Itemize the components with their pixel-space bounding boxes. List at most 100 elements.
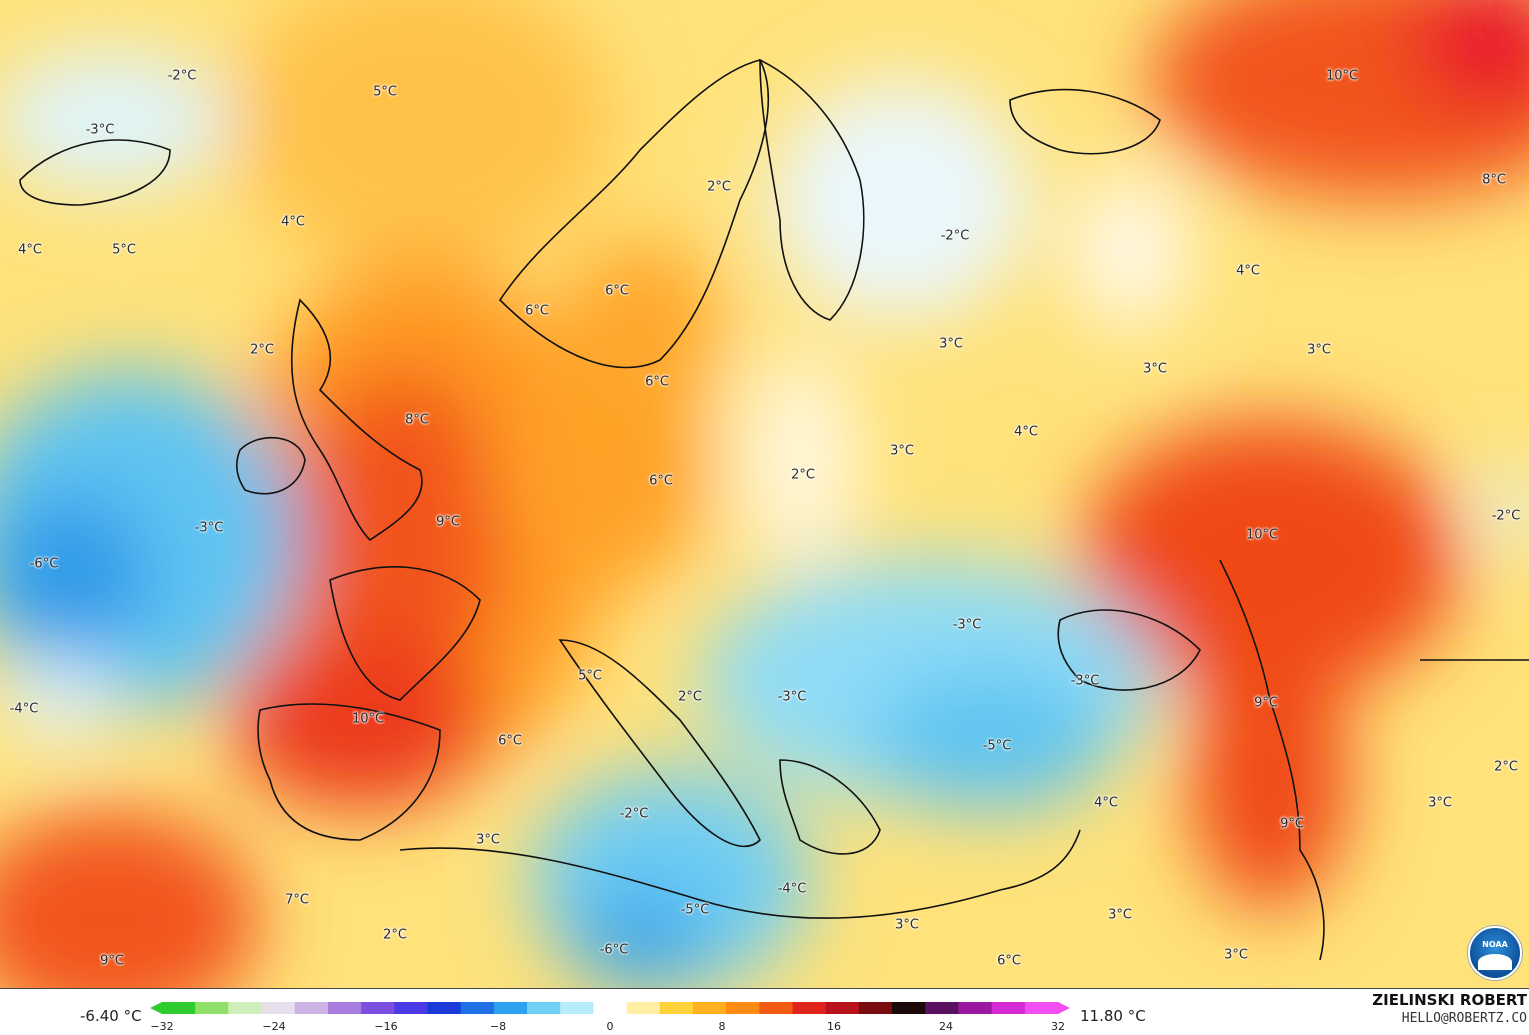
colorbar-segment [294,1002,329,1014]
colorbar-segment [925,1002,959,1014]
anomaly-label: 9°C [436,514,460,530]
anomaly-label: -2°C [619,806,649,822]
author-email: HELLO@ROBERTZ.CO [1401,1011,1527,1026]
anomaly-label: 3°C [1108,907,1132,923]
anomaly-label: 4°C [18,242,42,258]
colorbar-segment [427,1002,462,1014]
colorbar-tick-label: 24 [939,1020,953,1033]
anomaly-label: -2°C [167,68,197,84]
anomaly-label: 2°C [383,927,407,943]
anomaly-label: -2°C [1491,508,1521,524]
colorbar-min-arrow [150,1002,162,1014]
anomaly-label: 3°C [1307,342,1331,358]
colorbar-tick-label: 16 [827,1020,841,1033]
anomaly-label: 9°C [1254,695,1278,711]
anomaly-label: 8°C [1482,172,1506,188]
anomaly-label: 2°C [791,467,815,483]
colorbar-tick-label: −32 [150,1020,174,1033]
colorbar-segment [892,1002,926,1014]
legend-max-label: 11.80 °C [1080,1007,1146,1025]
anomaly-label: 3°C [890,443,914,459]
colorbar-segment [527,1002,561,1014]
colorbar-segment [858,1002,893,1014]
anomaly-label: -5°C [680,902,710,918]
colorbar-segment [394,1002,428,1014]
anomaly-label: 6°C [605,283,629,299]
colorbar-tick-label: −8 [489,1020,507,1033]
anomaly-label: -5°C [982,738,1012,754]
temperature-anomaly-map: -2°C -3°C 5°C 4°C 4°C 5°C 2°C 2°C -2°C 10°C 8°C 6°C… [0,0,1529,988]
anomaly-label: 2°C [678,689,702,705]
colorbar-segment [958,1002,993,1014]
colorbar-segment [162,1002,196,1014]
colorbar-max-arrow [1058,1002,1070,1014]
anomaly-label: 8°C [405,412,429,428]
anomaly-label: 6°C [645,374,669,390]
colorbar-tick-label: −24 [262,1020,286,1033]
anomaly-label: 6°C [649,473,673,489]
anomaly-label: 3°C [939,336,963,352]
anomaly-label: -3°C [777,689,807,705]
anomaly-label: 4°C [1094,795,1118,811]
anomaly-label: 10°C [351,711,385,727]
legend-min-label: -6.40 °C [80,1007,142,1025]
anomaly-label: -2°C [940,228,970,244]
anomaly-label: -6°C [599,942,629,958]
colorbar-segment [659,1002,694,1014]
anomaly-label: 3°C [1428,795,1452,811]
coastlines [19,58,1529,961]
colorbar-tick-label: 32 [1051,1020,1065,1033]
anomaly-label: 3°C [1143,361,1167,377]
colorbar-tick-label: 8 [718,1020,726,1033]
legend-footer: -6.40 °C −32 −24 −16 −8 0 8 16 24 32 11.80 °C ZI… [0,988,1529,1035]
colorbar-segment [460,1002,495,1014]
colorbar-segment [726,1002,760,1014]
anomaly-label: 5°C [112,242,136,258]
anomaly-label: 9°C [100,953,124,969]
anomaly-label: 10°C [1245,527,1279,543]
anomaly-label: 9°C [1280,816,1304,832]
noaa-logo: NOAA [1468,926,1522,980]
anomaly-label: -3°C [1070,673,1100,689]
anomaly-label: -4°C [9,701,39,717]
colorbar [150,1002,1070,1014]
anomaly-label: 3°C [1224,947,1248,963]
anomaly-label: 5°C [373,84,397,100]
colorbar-tick-label: 0 [606,1020,614,1033]
colorbar-segment [626,1002,661,1014]
colorbar-segment [493,1002,528,1014]
colorbar-segment [261,1002,296,1014]
colorbar-segment [792,1002,827,1014]
anomaly-label: 4°C [1236,263,1260,279]
anomaly-label: 6°C [525,303,549,319]
colorbar-segment [1024,1002,1059,1014]
map-canvas [0,0,1529,988]
anomaly-label: 4°C [281,214,305,230]
colorbar-segment [327,1002,362,1014]
anomaly-label: 10°C [1325,68,1359,84]
colorbar-segment [991,1002,1026,1014]
colorbar-segment [560,1002,594,1014]
colorbar-segment [825,1002,860,1014]
anomaly-label: 3°C [895,917,919,933]
anomaly-label: 2°C [1494,759,1518,775]
anomaly-label: -3°C [952,617,982,633]
noaa-bird-icon [1478,954,1512,970]
colorbar-segment [692,1002,727,1014]
anomaly-label: 2°C [250,342,274,358]
anomaly-label: 7°C [285,892,309,908]
anomaly-label: -4°C [777,881,807,897]
anomaly-label: 2°C [707,179,731,195]
colorbar-segment [759,1002,794,1014]
anomaly-label: 6°C [997,953,1021,969]
anomaly-label: -6°C [29,556,59,572]
noaa-logo-text: NOAA [1482,940,1508,949]
colorbar-segment [361,1002,395,1014]
colorbar-segment [228,1002,263,1014]
anomaly-field [0,0,1529,988]
colorbar-segment [195,1002,229,1014]
author-name: ZIELINSKI ROBERT [1372,991,1527,1009]
anomaly-label: 3°C [476,832,500,848]
anomaly-label: 5°C [578,668,602,684]
anomaly-label: 4°C [1014,424,1038,440]
